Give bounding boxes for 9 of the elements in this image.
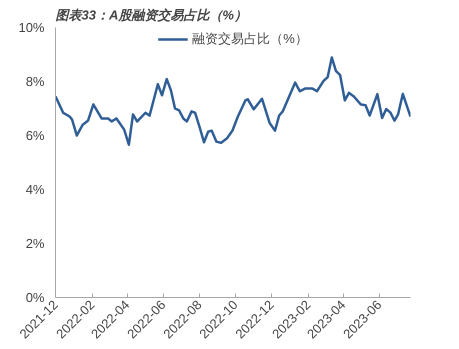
y-tick-label: 2% [26,236,45,251]
y-tick-label: 0% [26,290,45,305]
y-tick-label: 10% [18,20,45,35]
legend-label: 融资交易占比（%） [192,30,308,48]
y-tick-label: 4% [26,182,45,197]
y-tick-label: 6% [26,128,45,143]
chart-title: 图表33：A股融资交易占比（%） [56,8,247,22]
y-tick-label: 8% [26,74,45,89]
line-series [56,56,410,146]
